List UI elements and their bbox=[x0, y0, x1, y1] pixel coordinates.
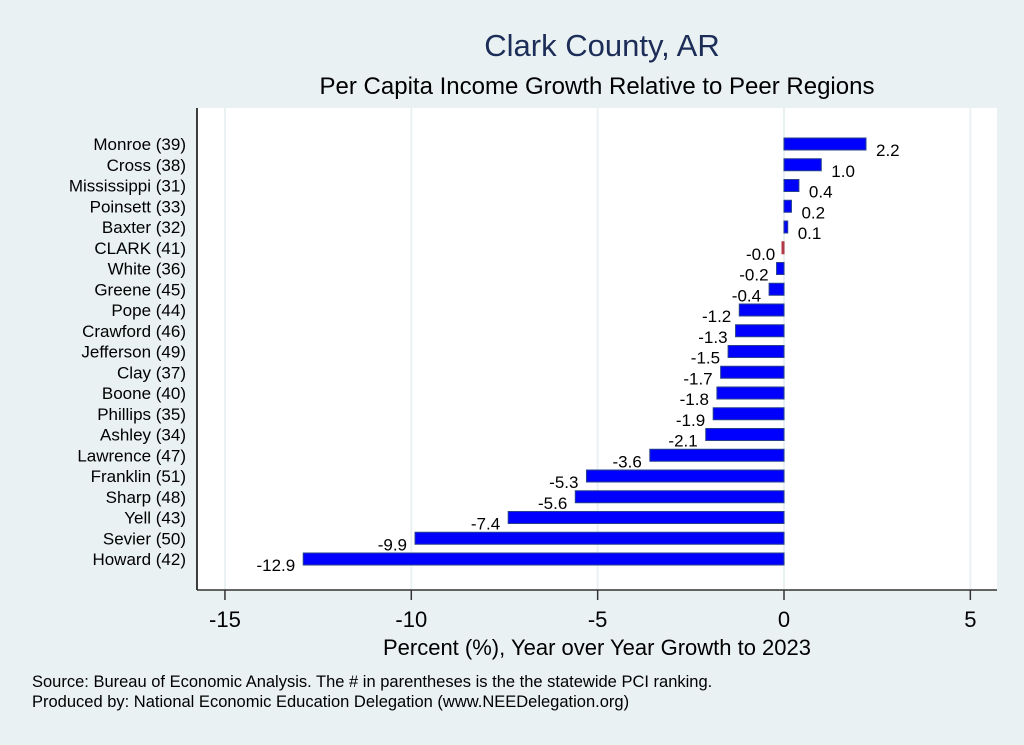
bar bbox=[776, 262, 785, 275]
data-label: -1.3 bbox=[698, 328, 727, 347]
bar bbox=[781, 241, 785, 255]
bar bbox=[574, 490, 785, 504]
bars bbox=[302, 137, 867, 566]
data-label: -0.4 bbox=[732, 286, 761, 305]
bar bbox=[783, 179, 800, 192]
bar bbox=[768, 282, 785, 296]
y-tick-label: Baxter (32) bbox=[102, 218, 186, 237]
data-label: -1.5 bbox=[691, 349, 720, 368]
y-tick-label: Sevier (50) bbox=[103, 529, 186, 548]
y-tick-label: White (36) bbox=[108, 260, 186, 279]
y-tick-label: Greene (45) bbox=[94, 280, 186, 299]
bar bbox=[414, 531, 785, 545]
data-label: -5.6 bbox=[538, 494, 567, 513]
bar bbox=[302, 552, 785, 566]
y-tick-label: Crawford (46) bbox=[82, 322, 186, 341]
data-label: -1.9 bbox=[676, 411, 705, 430]
producer-note: Produced by: National Economic Education… bbox=[32, 693, 630, 711]
bar bbox=[649, 448, 785, 462]
x-tick-label: -15 bbox=[209, 607, 241, 632]
bar bbox=[585, 469, 785, 483]
data-label: 0.1 bbox=[798, 224, 822, 243]
data-label: -2.1 bbox=[668, 432, 697, 451]
data-labels: 2.21.00.40.20.1-0.0-0.2-0.4-1.2-1.3-1.5-… bbox=[256, 141, 899, 575]
y-axis-labels: Monroe (39) Cross (38) Mississippi (31)Poi… bbox=[69, 135, 186, 569]
y-tick-label: Ashley (34) bbox=[100, 426, 186, 445]
source-note: Source: Bureau of Economic Analysis. The… bbox=[32, 673, 713, 691]
data-label: -1.2 bbox=[702, 307, 731, 326]
bar bbox=[735, 324, 785, 338]
data-label: -1.7 bbox=[683, 369, 712, 388]
bar bbox=[738, 303, 785, 317]
chart-title: Clark County, AR bbox=[484, 28, 720, 63]
bar bbox=[727, 345, 785, 358]
y-tick-label: Boone (40) bbox=[102, 384, 186, 403]
x-tick-label: 5 bbox=[964, 607, 976, 632]
y-tick-label: Poinsett (33) bbox=[90, 197, 186, 216]
bar bbox=[783, 137, 867, 151]
y-tick-label: Franklin (51) bbox=[91, 467, 186, 486]
data-label: -12.9 bbox=[256, 556, 295, 575]
bar bbox=[783, 158, 822, 172]
data-label: -9.9 bbox=[378, 535, 407, 554]
bar bbox=[783, 220, 789, 234]
x-axis-title: Percent (%), Year over Year Growth to 20… bbox=[383, 635, 811, 660]
data-label: 1.0 bbox=[831, 162, 855, 181]
data-label: 2.2 bbox=[876, 141, 900, 160]
y-tick-label: Yell (43) bbox=[124, 509, 186, 528]
y-tick-label: Lawrence (47) bbox=[77, 446, 186, 465]
bar bbox=[705, 428, 785, 441]
data-label: -1.8 bbox=[680, 390, 709, 409]
x-axis-ticks: -15 -10 -5 0 5 bbox=[209, 590, 976, 632]
y-tick-label: Pope (44) bbox=[111, 301, 186, 320]
bar bbox=[507, 511, 785, 524]
y-tick-label: Howard (42) bbox=[92, 550, 186, 569]
bar bbox=[720, 365, 785, 379]
y-tick-label: Phillips (35) bbox=[97, 405, 186, 424]
x-tick-label: -10 bbox=[395, 607, 427, 632]
data-label: -3.6 bbox=[613, 452, 642, 471]
bar bbox=[716, 386, 785, 400]
y-tick-label: Jefferson (49) bbox=[81, 343, 186, 362]
x-tick-label: 0 bbox=[778, 607, 790, 632]
data-label: -5.3 bbox=[549, 473, 578, 492]
bar bbox=[712, 407, 785, 421]
y-tick-label: Mississippi (31) bbox=[69, 177, 186, 196]
data-label: -7.4 bbox=[471, 515, 500, 534]
chart-subtitle: Per Capita Income Growth Relative to Pee… bbox=[319, 73, 875, 100]
x-tick-label: -5 bbox=[588, 607, 608, 632]
data-label: 0.4 bbox=[809, 183, 833, 202]
y-tick-label: CLARK (41) bbox=[94, 239, 186, 258]
data-label: -0.0 bbox=[746, 245, 775, 264]
bar bbox=[783, 199, 792, 213]
y-tick-label: Cross (38) bbox=[107, 156, 186, 175]
y-tick-label: Monroe (39) bbox=[93, 135, 186, 154]
data-label: -0.2 bbox=[739, 266, 768, 285]
y-tick-label: Sharp (48) bbox=[106, 488, 186, 507]
y-tick-label: Clay (37) bbox=[117, 363, 186, 382]
data-label: 0.2 bbox=[801, 203, 825, 222]
